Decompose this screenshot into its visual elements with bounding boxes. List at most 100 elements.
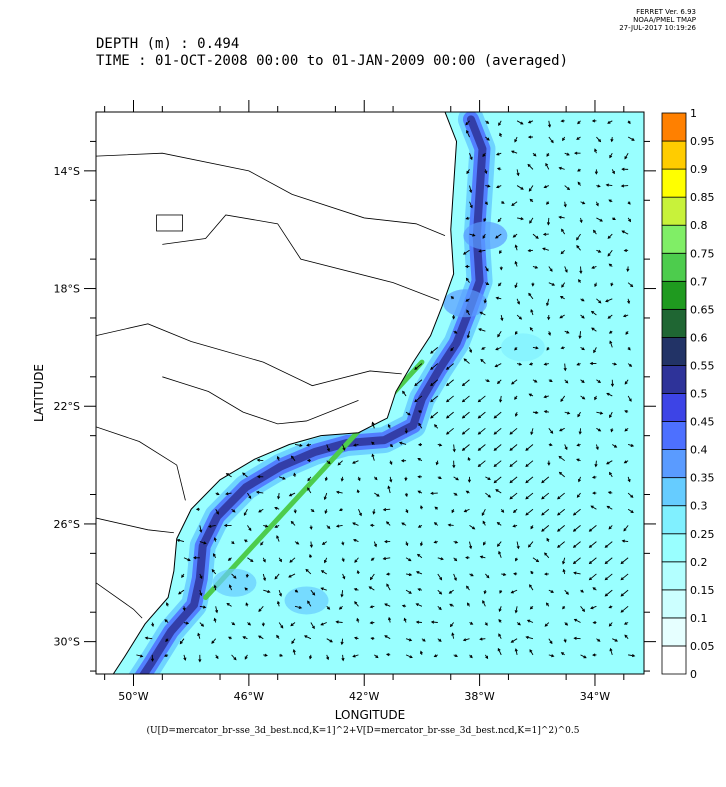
vector-arrow-head (267, 589, 271, 594)
vector-arrow-head (578, 335, 582, 340)
vector-arrow-head (338, 606, 343, 610)
vector-arrow (358, 509, 362, 516)
vector-arrow (262, 573, 266, 581)
vector-arrow-head (430, 366, 434, 370)
vector-arrow-head (430, 415, 434, 419)
vector-arrow-head (197, 632, 201, 637)
vector-arrow-head (592, 229, 597, 233)
vector-arrow-head (608, 605, 612, 609)
vector-arrow-head (547, 316, 551, 321)
vector-arrow-head (546, 153, 550, 157)
vector-arrow-head (389, 479, 393, 483)
vector-arrow (257, 459, 264, 462)
vector-arrow-head (401, 522, 405, 526)
vector-arrow-head (352, 538, 357, 542)
vector-arrow-head (630, 510, 634, 514)
vector-arrow-head (469, 545, 473, 550)
vector-arrow (215, 606, 218, 613)
vector-arrow (606, 393, 613, 397)
vector-arrow (627, 136, 635, 141)
vector-arrow (559, 472, 565, 478)
colorbar-label: 0.25 (690, 528, 715, 541)
vector-arrow-head (582, 201, 586, 205)
vector-arrow (469, 201, 473, 208)
vector-arrow (494, 476, 502, 483)
vector-arrow-head (433, 522, 438, 526)
colorbar-label: 0.95 (690, 135, 715, 148)
vector-arrow-head (559, 315, 563, 319)
vector-arrow-head (320, 622, 324, 626)
vector-arrow-head (211, 640, 215, 644)
vector-arrow (621, 185, 629, 187)
vector-arrow-head (309, 526, 313, 530)
vector-arrow-head (329, 639, 333, 643)
vector-arrow (557, 508, 565, 516)
vector-arrow (529, 584, 534, 591)
vector-arrow (515, 606, 518, 613)
vector-arrow (341, 590, 344, 597)
vector-arrow-head (165, 602, 169, 606)
vector-arrow-head (520, 186, 524, 190)
vector-arrow-head (479, 311, 483, 315)
vector-arrow-head (576, 362, 580, 366)
vector-arrow-head (577, 181, 581, 185)
colorbar-swatch (661, 308, 687, 338)
vector-arrow-head (369, 523, 374, 527)
vector-arrow-head (582, 396, 586, 400)
vector-arrow-head (438, 591, 443, 595)
vector-arrow (564, 185, 570, 190)
vector-arrow-head (479, 555, 484, 559)
vector-arrow-head (340, 641, 344, 646)
colorbar-swatch (661, 168, 687, 198)
vector-arrow (511, 589, 518, 594)
vector-arrow-head (509, 480, 513, 484)
vector-arrow-head (628, 218, 632, 223)
vector-arrow-head (627, 347, 631, 351)
vector-arrow-head (604, 577, 608, 581)
vector-arrow-head (242, 636, 246, 640)
ferret-version: FERRET Ver. 6.93 (636, 8, 696, 16)
vector-arrow-head (511, 202, 515, 206)
vector-arrow-head (404, 430, 408, 434)
vector-arrow-head (386, 583, 390, 587)
colorbar-swatch (661, 617, 687, 647)
vector-arrow-head (467, 479, 472, 483)
vector-arrow-head (256, 475, 261, 479)
vector-arrow-head (544, 552, 548, 556)
vector-arrow-head (592, 653, 596, 657)
vector-arrow (305, 569, 312, 575)
vector-arrow-head (449, 603, 453, 607)
vector-arrow (383, 508, 391, 511)
vector-arrow-head (546, 537, 550, 542)
vector-arrow-head (590, 505, 594, 509)
vector-arrow-head (572, 528, 577, 532)
vector-arrow-head (274, 576, 278, 580)
vector-arrow-head (576, 244, 580, 249)
vector-arrow (178, 589, 185, 595)
vector-arrow (525, 492, 534, 500)
vector-arrow-head (528, 393, 532, 397)
vector-arrow-head (630, 443, 635, 447)
vector-arrow (453, 573, 457, 581)
vector-arrow (561, 229, 566, 235)
vector-arrow-head (358, 512, 362, 517)
x-tick-label: 38°W (464, 690, 494, 703)
vector-arrow (469, 185, 472, 193)
vector-arrow-head (385, 521, 390, 525)
vector-arrow-head (469, 156, 473, 161)
colorbar-swatch (661, 252, 687, 282)
vector-arrow-head (543, 410, 548, 414)
vector-arrow-head (525, 496, 529, 500)
vector-arrow (384, 603, 391, 607)
vector-arrow-head (496, 543, 501, 547)
vector-arrow-head (179, 641, 183, 645)
vector-arrow-head (433, 540, 437, 544)
vector-arrow (627, 395, 632, 402)
vector-arrow-head (382, 556, 387, 561)
vector-arrow-head (464, 264, 469, 269)
vector-arrow-head (576, 458, 580, 462)
vector-arrow-head (408, 572, 413, 577)
vector-arrow-head (527, 544, 532, 548)
vector-arrow-head (484, 622, 488, 626)
formula-label: (U[D=mercator_br-sse_3d_best.ncd,K=1]^2+… (146, 726, 580, 736)
